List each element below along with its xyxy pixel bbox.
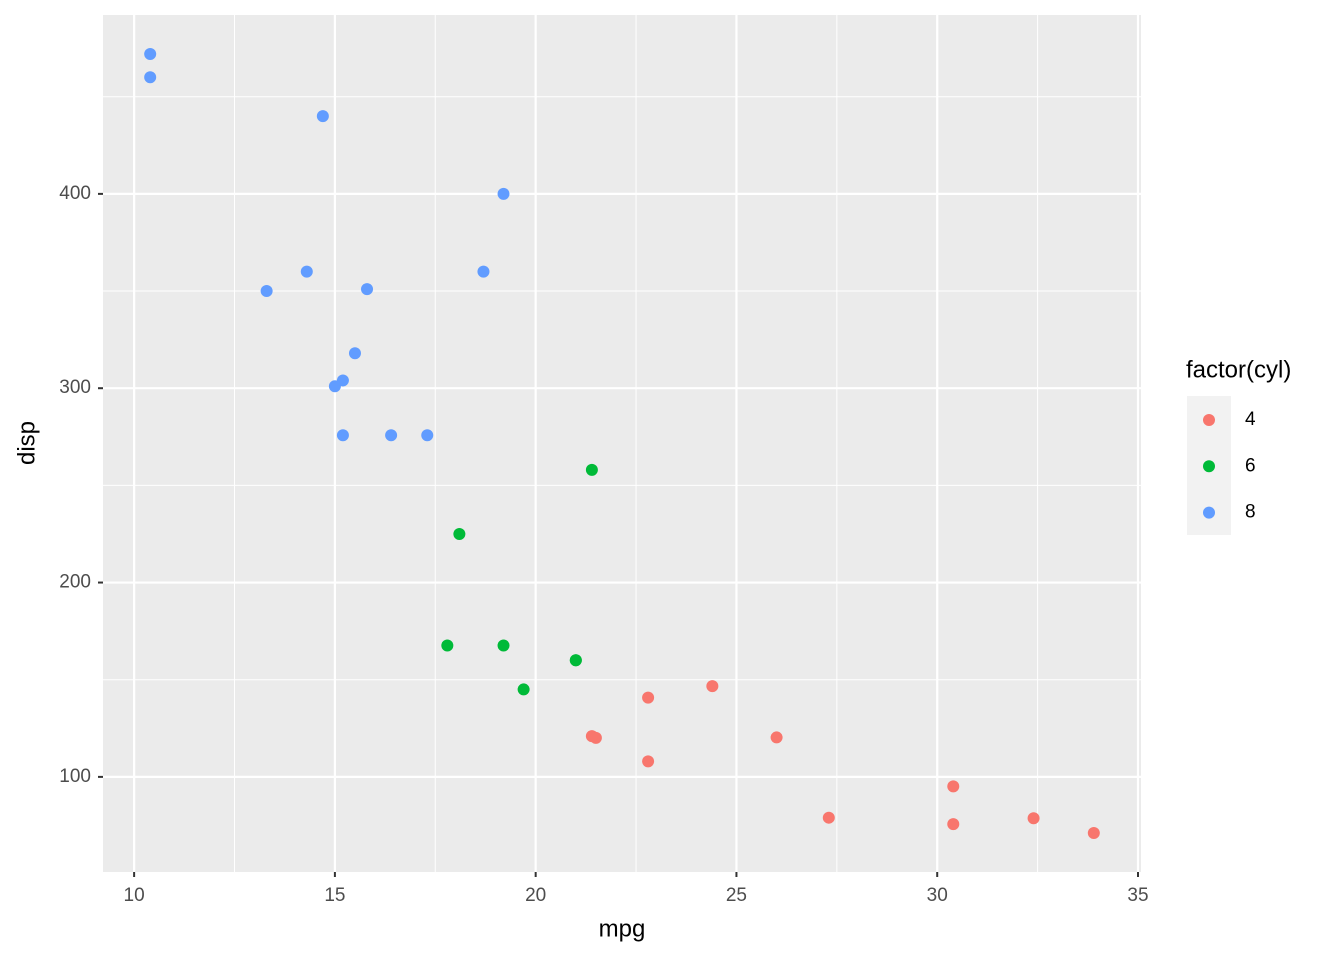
point: [300, 265, 313, 278]
legend-label: 8: [1245, 502, 1256, 523]
point: [706, 680, 719, 693]
x-axis-title: mpg: [599, 915, 646, 942]
point: [642, 691, 655, 704]
point: [585, 463, 598, 476]
point: [453, 527, 466, 540]
points: [144, 47, 1100, 840]
y-tick-label: 100: [59, 766, 91, 787]
point: [441, 639, 454, 652]
point: [477, 265, 490, 278]
point: [348, 347, 361, 360]
legend-title: factor(cyl): [1186, 356, 1291, 383]
point: [316, 110, 329, 123]
point: [642, 755, 655, 768]
x-tick-label: 15: [324, 885, 345, 906]
legend-key: [1203, 414, 1215, 426]
point: [822, 811, 835, 824]
panel-background: [103, 15, 1141, 872]
legend-label: 4: [1245, 409, 1256, 430]
x-tick-label: 35: [1127, 885, 1148, 906]
point: [385, 429, 398, 442]
legend-key: [1203, 506, 1215, 519]
x-tick-label: 20: [525, 885, 546, 906]
grid: [103, 15, 1141, 872]
x-tick-label: 30: [927, 885, 948, 906]
point: [1087, 827, 1100, 840]
point: [336, 429, 349, 442]
point: [770, 731, 783, 744]
point: [585, 730, 598, 743]
point: [497, 639, 510, 652]
point: [947, 818, 960, 831]
point: [421, 429, 434, 442]
x-tick-label: 10: [124, 885, 145, 906]
point: [361, 283, 374, 296]
y-tick-label: 300: [59, 377, 91, 398]
y-tick-label: 200: [59, 572, 91, 593]
x-tick-label: 25: [726, 885, 747, 906]
y-axis-title: disp: [13, 421, 40, 465]
y-tick-label: 400: [59, 183, 91, 204]
point: [328, 380, 341, 393]
point: [144, 47, 157, 60]
legend-key: [1203, 460, 1215, 473]
legend-label: 6: [1245, 455, 1256, 476]
point: [947, 780, 960, 793]
point: [517, 683, 530, 696]
point: [260, 285, 273, 298]
point: [1027, 812, 1040, 825]
point: [144, 71, 157, 84]
point: [497, 187, 510, 200]
point: [569, 654, 582, 667]
